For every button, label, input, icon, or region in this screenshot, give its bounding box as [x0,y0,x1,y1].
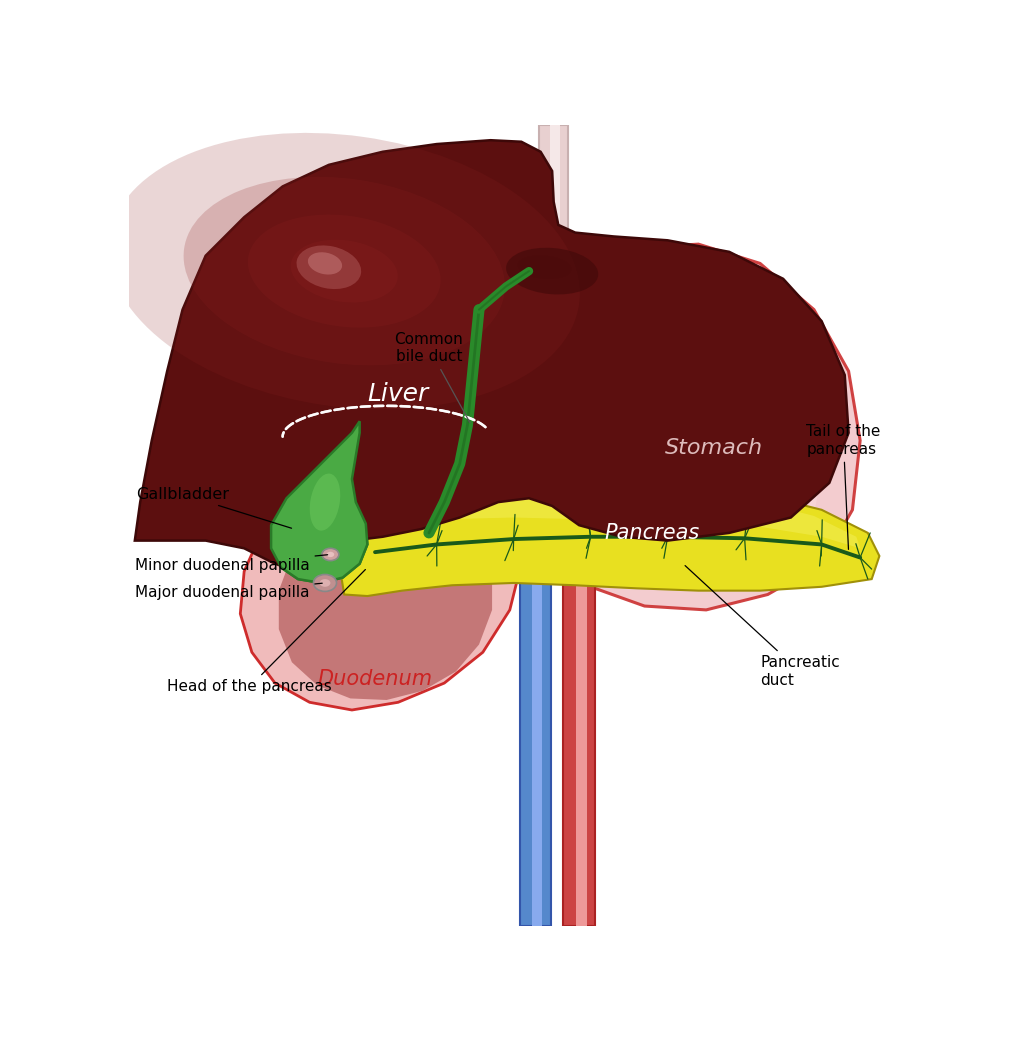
Polygon shape [548,275,825,583]
Ellipse shape [310,473,340,530]
Text: Head of the pancreas: Head of the pancreas [167,570,365,695]
Ellipse shape [310,473,340,530]
Text: Common
bile duct: Common bile duct [395,332,470,422]
Polygon shape [135,140,849,571]
Ellipse shape [320,579,330,587]
Ellipse shape [248,214,441,328]
Polygon shape [340,477,880,596]
Polygon shape [240,417,522,710]
Ellipse shape [109,133,580,410]
Ellipse shape [308,253,342,275]
Text: Tail of the
pancreas: Tail of the pancreas [806,424,881,549]
Text: Duodenum: Duodenum [318,669,433,690]
Ellipse shape [520,480,551,493]
Text: Major duodenal papilla: Major duodenal papilla [135,583,322,600]
Ellipse shape [327,552,334,557]
Text: Pancreas: Pancreas [604,523,700,543]
Ellipse shape [507,248,598,294]
Polygon shape [539,125,568,356]
Text: Minor duodenal papilla: Minor duodenal papilla [135,554,328,573]
Ellipse shape [297,245,361,289]
Polygon shape [271,421,367,583]
Ellipse shape [518,256,571,279]
Polygon shape [563,494,595,926]
Text: Liver: Liver [367,383,429,407]
Text: Stomach: Stomach [665,438,763,459]
Ellipse shape [184,177,504,365]
Text: Gallbladder: Gallbladder [136,487,292,528]
Polygon shape [520,487,551,926]
Ellipse shape [672,427,786,515]
Ellipse shape [322,548,339,561]
Polygon shape [278,448,492,700]
Polygon shape [367,485,860,548]
Polygon shape [532,487,542,926]
Polygon shape [522,244,860,609]
Ellipse shape [291,239,398,303]
Ellipse shape [314,574,337,592]
Polygon shape [271,421,367,583]
Ellipse shape [563,489,595,500]
Polygon shape [576,494,587,926]
Polygon shape [550,125,560,356]
Text: Pancreatic
duct: Pancreatic duct [685,566,839,687]
